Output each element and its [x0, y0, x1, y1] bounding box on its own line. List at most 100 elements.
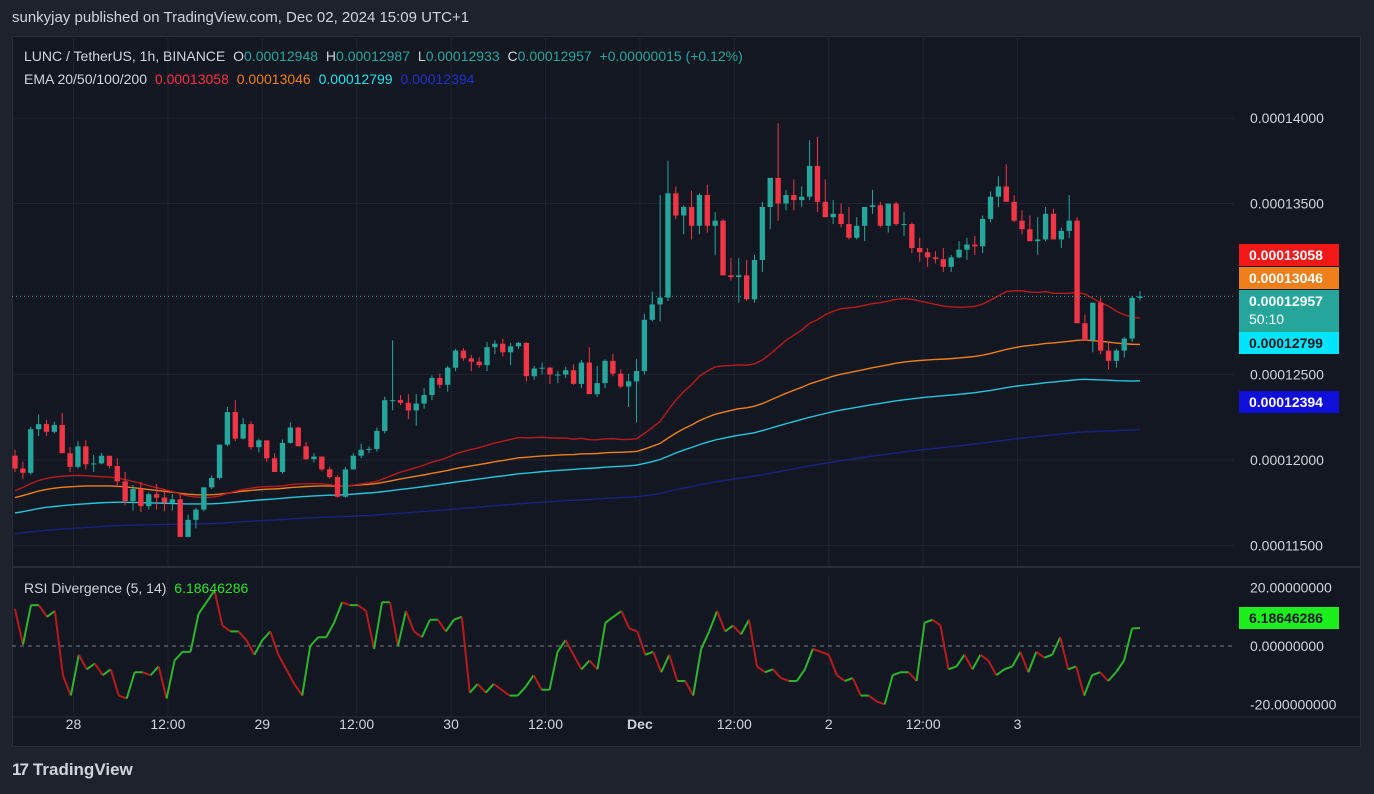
rsi-segment: [357, 604, 367, 612]
candle-body: [743, 275, 750, 300]
candle-body: [287, 427, 294, 443]
candle-body: [1066, 220, 1072, 231]
rsi-segment: [53, 610, 64, 676]
rsi-segment: [844, 677, 854, 682]
time-axis-label: 2: [825, 716, 833, 732]
candle-body: [696, 195, 703, 226]
candle-body: [279, 442, 286, 472]
rsi-segment: [708, 610, 719, 632]
tradingview-logo-icon: 17: [12, 760, 29, 779]
open-label: O: [233, 48, 245, 64]
rsi-segment: [851, 677, 862, 696]
rsi-legend: RSI Divergence (5, 14) 6.18646286: [24, 580, 252, 596]
candle-body: [75, 446, 81, 467]
candle-body: [869, 205, 876, 207]
rsi-segment: [46, 610, 56, 618]
candle-body: [366, 448, 372, 450]
rsi-segment: [924, 618, 933, 624]
rsi-segment: [189, 613, 200, 653]
rsi-segment: [732, 624, 742, 636]
candle-body: [185, 519, 191, 537]
candle-body: [1129, 297, 1135, 339]
ema-legend: EMA 20/50/100/200 0.00013058 0.00013046 …: [24, 71, 478, 87]
candle-body: [956, 249, 962, 258]
rsi-segment: [109, 669, 120, 696]
candle-body: [578, 362, 585, 384]
candle-body: [484, 347, 490, 366]
rsi-segment: [365, 610, 376, 650]
rsi-segment: [812, 647, 822, 653]
candle-body: [1042, 213, 1049, 240]
candle-body: [421, 395, 427, 404]
candle-body: [153, 494, 160, 498]
candle-body: [437, 377, 443, 385]
candle-body: [523, 342, 530, 377]
candle-body: [799, 196, 805, 201]
rsi-segment: [620, 610, 631, 629]
candle-body: [547, 367, 553, 375]
candle-body: [838, 213, 844, 225]
candle-body: [161, 497, 168, 503]
rsi-segment: [1099, 671, 1109, 682]
candle-body: [948, 257, 954, 267]
candle-body: [389, 400, 396, 402]
candle-body: [271, 458, 278, 472]
rsi-segment: [556, 639, 567, 653]
rsi-segment: [261, 630, 272, 641]
rsi-segment: [173, 651, 184, 662]
candle-body: [783, 195, 789, 204]
rsi-segment: [333, 601, 344, 624]
rsi-segment: [205, 590, 216, 603]
candle-body: [1011, 201, 1017, 221]
tradingview-logo[interactable]: 17 TradingView: [12, 760, 133, 780]
candle-body: [492, 343, 498, 348]
rsi-segment: [1115, 660, 1125, 673]
bar-countdown: 50:10: [1249, 311, 1285, 327]
candle-body: [224, 412, 231, 445]
rsi-segment: [636, 631, 647, 656]
rsi-segment: [724, 624, 734, 633]
candle-body: [539, 367, 545, 369]
ema200-line: [14, 428, 1141, 535]
rsi-segment: [397, 610, 407, 647]
rsi-segment: [700, 631, 711, 650]
ema100-line: [14, 378, 1141, 514]
candle-body: [138, 489, 144, 507]
rsi-segment: [748, 619, 759, 667]
candle-body: [382, 400, 388, 431]
candle-body: [1121, 338, 1127, 351]
candle-body: [295, 427, 301, 447]
rsi-segment: [1075, 666, 1086, 696]
rsi-value-tag: 6.18646286: [1239, 607, 1339, 629]
candle-body: [515, 342, 522, 347]
candle-body: [130, 489, 136, 502]
chart-canvas[interactable]: 0.00014000 0.00013500 0.00012500 0.00012000…: [12, 36, 1361, 747]
candle-body: [665, 193, 671, 298]
candle-body: [979, 218, 986, 247]
candle-body: [20, 468, 26, 473]
rsi-segment: [269, 631, 280, 656]
candle-body: [303, 446, 309, 460]
candle-body: [1074, 220, 1080, 324]
candle-body: [688, 206, 695, 226]
candle-body: [901, 224, 907, 226]
rsi-segment: [1131, 626, 1141, 630]
rsi-segment: [596, 622, 607, 670]
time-axis-label: Dec: [627, 716, 653, 732]
rsi-segment: [165, 660, 176, 699]
candle-body: [1137, 296, 1143, 298]
candle-body: [775, 177, 781, 204]
candle-body: [570, 370, 577, 384]
rsi-segment: [1004, 665, 1013, 671]
candle-body: [657, 297, 663, 305]
candle-body: [169, 499, 176, 503]
rsi-segment: [716, 610, 727, 632]
candle-body: [445, 367, 451, 385]
open-value: 0.00012948: [244, 48, 319, 64]
candle-body: [602, 360, 608, 384]
rsi-segment: [460, 616, 471, 693]
rsi-segment: [142, 671, 151, 677]
rsi-segment: [1059, 637, 1070, 670]
candle-body: [342, 469, 349, 497]
rsi-segment: [469, 683, 479, 694]
